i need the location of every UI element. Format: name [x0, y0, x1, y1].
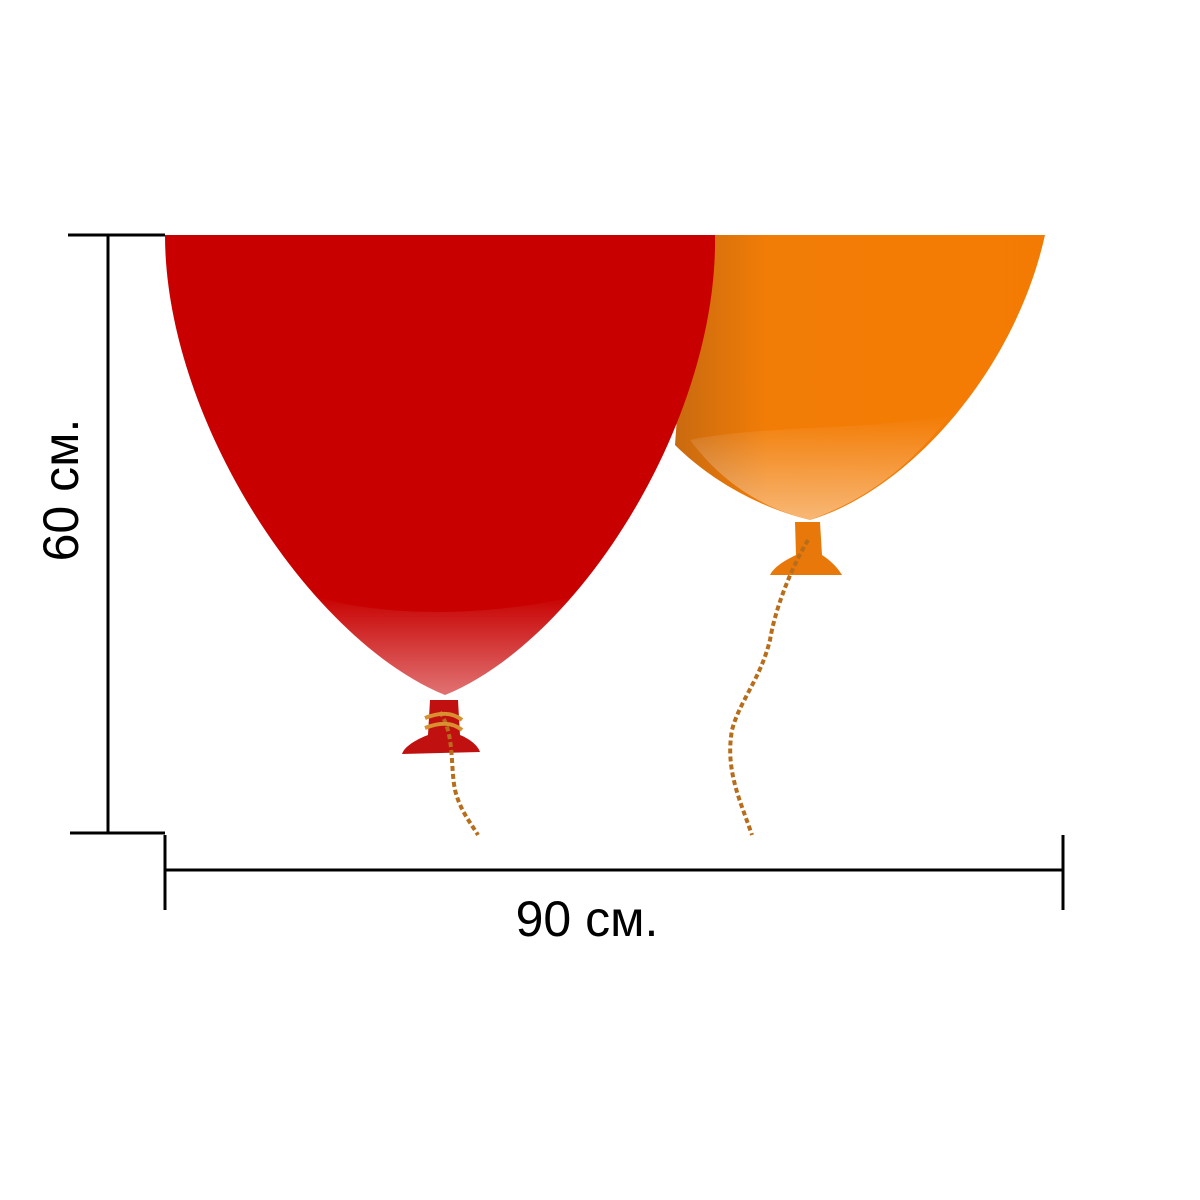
height-dimension — [68, 233, 165, 835]
orange-balloon — [675, 235, 1045, 836]
width-label: 90 см. — [516, 891, 659, 947]
height-label: 60 см. — [33, 419, 89, 562]
red-balloon — [165, 235, 716, 837]
width-dimension — [163, 835, 1065, 910]
